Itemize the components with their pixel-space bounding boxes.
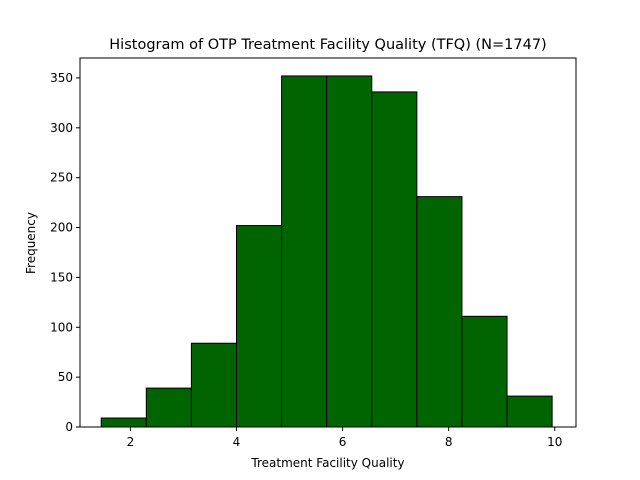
x-tick-label: 6 (339, 435, 347, 449)
plot-frame (79, 57, 577, 428)
histogram-bar-6 (326, 75, 373, 428)
y-tick-label: 100 (50, 320, 73, 334)
y-tick-label: 200 (50, 221, 73, 235)
histogram-bar-9 (461, 315, 508, 428)
bars-group (100, 75, 553, 428)
histogram-bar-5 (281, 75, 328, 428)
x-axis-ticks: 2 4 6 8 10 (127, 427, 562, 449)
histogram-bar-1 (100, 417, 147, 428)
chart-title: Histogram of OTP Treatment Facility Qual… (109, 37, 546, 53)
histogram-bar-8 (416, 196, 463, 428)
y-tick-label: 250 (50, 171, 73, 185)
y-axis-ticks: 0 50 100 150 200 250 300 350 (50, 71, 80, 434)
histogram-bar-3 (190, 342, 237, 428)
x-axis-label: Treatment Facility Quality (250, 456, 404, 470)
y-tick-label: 50 (58, 370, 73, 384)
y-tick-label: 150 (50, 270, 73, 284)
y-tick-label: 350 (50, 71, 73, 85)
x-tick-label: 2 (127, 435, 135, 449)
y-tick-label: 0 (65, 420, 73, 434)
histogram-bar-10 (506, 395, 553, 428)
x-tick-label: 4 (233, 435, 241, 449)
histogram-bar-4 (235, 225, 283, 428)
y-axis-label: Frequency (24, 212, 38, 274)
y-tick-label: 300 (50, 121, 73, 135)
histogram-bar-7 (371, 91, 418, 428)
x-tick-label: 10 (547, 435, 562, 449)
histogram-bar-2 (145, 387, 192, 428)
x-tick-label: 8 (445, 435, 453, 449)
